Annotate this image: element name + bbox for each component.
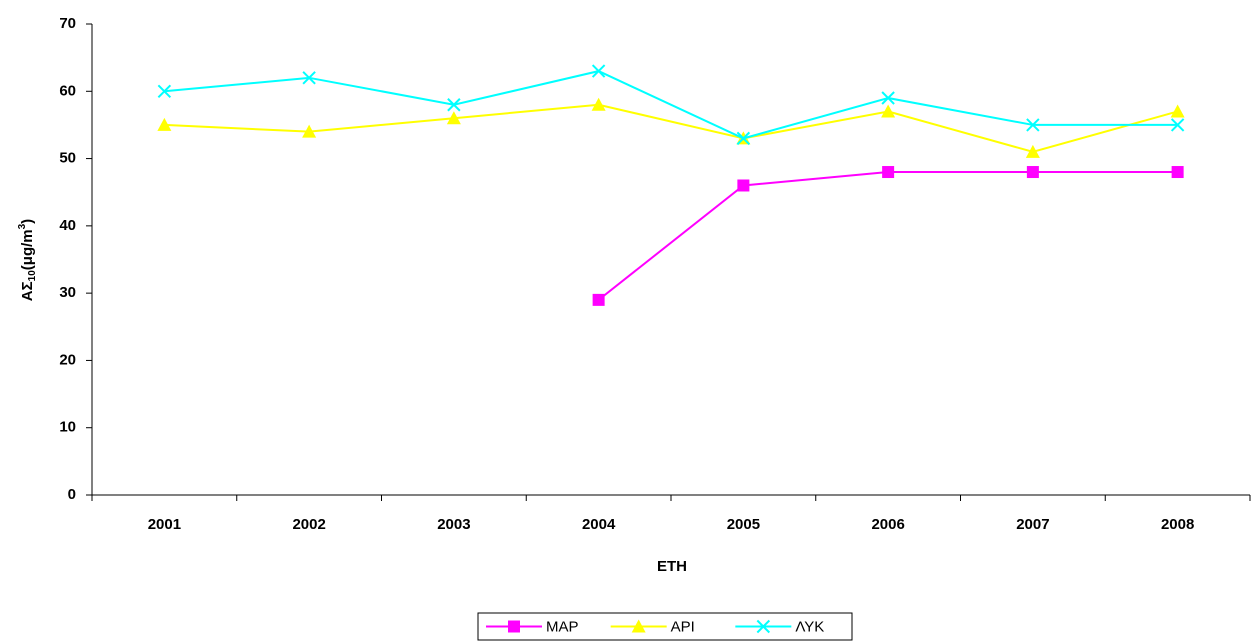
series-line: [164, 70, 1178, 140]
legend-marker: [756, 619, 771, 634]
x-tick-label: 2001: [148, 516, 181, 533]
point: [591, 64, 606, 78]
point: [1026, 118, 1040, 132]
x-tick-label: 2007: [1016, 516, 1049, 533]
point: [737, 179, 750, 192]
point: [157, 117, 172, 131]
y-axis-title-part: 3: [17, 223, 28, 229]
point: [1170, 118, 1185, 132]
series-line: [598, 171, 1178, 301]
point: [1171, 166, 1184, 179]
legend-label: ΜΑΡ: [546, 618, 579, 635]
x-tick-label: 2003: [437, 516, 470, 533]
point: [446, 111, 461, 125]
y-axis-title-part: ): [19, 219, 36, 224]
point: [302, 71, 316, 85]
legend-label: ΛΥΚ: [795, 618, 824, 635]
y-axis-title-part: (μg/m: [19, 229, 36, 270]
y-tick-label: 10: [59, 419, 76, 436]
x-axis-title: ΕΤΗ: [657, 558, 687, 575]
x-tick-label: 2004: [582, 516, 616, 533]
point: [881, 104, 896, 118]
legend-label: ΑΡΙ: [671, 618, 695, 635]
x-tick-label: 2008: [1161, 516, 1194, 533]
point: [447, 98, 461, 112]
series-line: [164, 103, 1178, 153]
y-tick-label: 70: [59, 15, 76, 32]
point: [1026, 166, 1039, 179]
point: [881, 91, 895, 105]
x-tick-label: 2002: [292, 516, 325, 533]
point: [1025, 144, 1040, 158]
y-axis-title-part: 10: [27, 270, 38, 282]
y-axis-title: ΑΣ10(μg/m3): [17, 219, 38, 301]
legend-marker: [631, 619, 646, 633]
legend-marker: [508, 620, 520, 633]
y-tick-label: 60: [59, 82, 76, 99]
point: [1170, 104, 1185, 118]
y-tick-label: 40: [59, 217, 76, 234]
y-tick-label: 0: [68, 486, 76, 503]
y-tick-label: 30: [59, 284, 76, 301]
point: [882, 166, 895, 179]
x-tick-label: 2005: [727, 516, 760, 533]
x-tick-label: 2006: [871, 516, 904, 533]
point: [592, 293, 605, 306]
y-axis-title-part: ΑΣ: [19, 281, 36, 301]
point: [157, 84, 172, 98]
point: [736, 131, 751, 146]
point: [591, 97, 606, 111]
point: [302, 124, 317, 138]
y-tick-label: 50: [59, 150, 76, 167]
y-tick-label: 20: [59, 351, 76, 368]
